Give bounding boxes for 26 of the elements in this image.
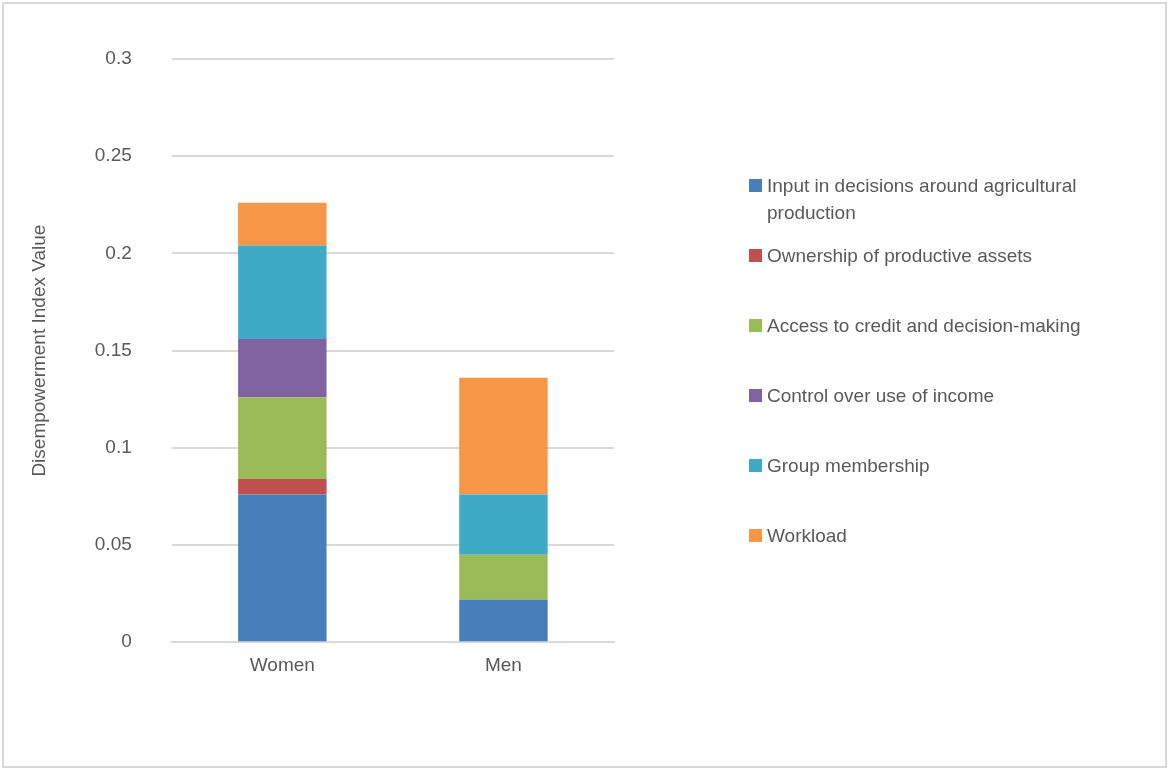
y-tick-label: 0.3 bbox=[105, 47, 132, 69]
x-tick-label: Men bbox=[484, 653, 522, 675]
y-tick-label: 0.2 bbox=[105, 241, 132, 263]
bar bbox=[459, 599, 548, 642]
legend-label: Control over use of income bbox=[767, 384, 995, 408]
bar bbox=[238, 397, 327, 479]
legend-label: Access to credit and decision-making bbox=[767, 314, 1081, 338]
y-tick-label: 0.15 bbox=[94, 338, 132, 360]
y-tick-label: 0.25 bbox=[94, 144, 132, 166]
legend-label: Workload bbox=[767, 524, 847, 548]
legend-label: Group membership bbox=[767, 454, 930, 478]
bar bbox=[459, 494, 548, 555]
legend-label: Input in decisions around agricultural production bbox=[767, 174, 1078, 225]
legend-label: Ownership of productive assets bbox=[767, 244, 1033, 268]
bar bbox=[238, 338, 327, 398]
x-tick-label: Women bbox=[249, 653, 315, 675]
y-tick-label: 0 bbox=[121, 630, 132, 652]
bar bbox=[238, 202, 327, 246]
bar bbox=[459, 554, 548, 600]
bar bbox=[238, 245, 327, 339]
bar bbox=[238, 478, 327, 495]
bar bbox=[459, 377, 548, 495]
y-tick-label: 0.1 bbox=[105, 436, 132, 458]
bar bbox=[238, 494, 327, 642]
y-axis-title: Disempowerment Index Value bbox=[27, 224, 49, 477]
y-tick-label: 0.05 bbox=[94, 533, 132, 555]
